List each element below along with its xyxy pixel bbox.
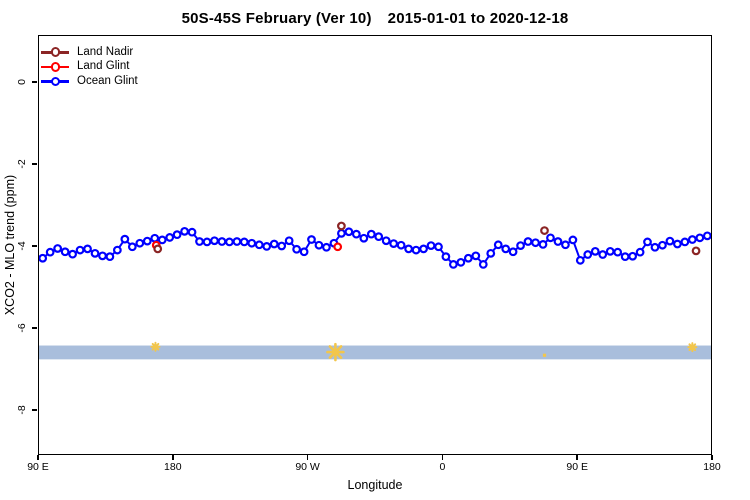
x-tick-label: 90 E [566, 461, 588, 473]
x-tick-mark [441, 455, 444, 460]
y-tick-label: -8 [16, 405, 28, 415]
x-tick-mark [37, 455, 39, 460]
legend-label: Land Nadir [77, 45, 134, 58]
legend-item-ocean-glint: Ocean Glint [41, 74, 138, 89]
ocean-glint-marker-icon [41, 76, 69, 88]
chart-title-dates: 2015-01-01 to 2020-12-18 [387, 10, 569, 27]
y-tick-label: 0 [16, 79, 28, 86]
y-tick-mark [32, 327, 37, 329]
x-tick-label: 180 [164, 461, 182, 473]
x-tick-label: 0 [439, 461, 446, 473]
x-tick-mark [306, 455, 309, 460]
x-tick-label: 180 [703, 461, 721, 473]
chart-canvas [39, 221, 711, 362]
chart-title: 50S-45S February (Ver 10) 2015-01-01 to … [0, 10, 750, 27]
x-tick-label: 90 E [27, 461, 49, 473]
legend-item-land-nadir: Land Nadir [41, 45, 138, 60]
legend-label: Land Glint [77, 60, 130, 73]
legend: Land Nadir Land Glint Ocean Glint [41, 45, 138, 89]
chart-title-main: 50S-45S February (Ver 10) [181, 10, 372, 27]
y-tick-mark [32, 245, 37, 247]
legend-item-land-glint: Land Glint [41, 60, 138, 75]
land-glint-marker-icon [41, 61, 69, 73]
y-tick-mark [32, 163, 37, 165]
y-tick-label: -4 [16, 241, 28, 251]
x-tick-mark [711, 455, 713, 460]
y-axis-label: XCO2 - MLO trend (ppm) [3, 174, 17, 316]
y-tick-label: -2 [16, 159, 28, 169]
y-tick-mark [32, 81, 37, 83]
x-tick-label: 90 W [295, 461, 320, 473]
y-tick-label: -6 [16, 323, 28, 333]
x-tick-mark [172, 455, 174, 460]
plot-area: Land Nadir Land Glint Ocean Glint [38, 35, 712, 455]
land-nadir-marker-icon [41, 46, 69, 58]
x-axis-label: Longitude [347, 478, 403, 492]
x-tick-mark [576, 455, 578, 460]
y-tick-mark [32, 409, 37, 411]
legend-label: Ocean Glint [77, 74, 138, 87]
